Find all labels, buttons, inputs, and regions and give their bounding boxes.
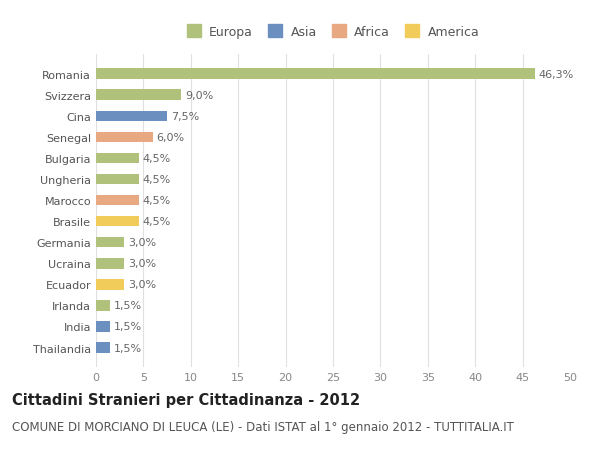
Bar xyxy=(96,321,110,332)
Text: 3,0%: 3,0% xyxy=(128,280,157,290)
Text: 4,5%: 4,5% xyxy=(142,196,171,206)
Text: 4,5%: 4,5% xyxy=(142,174,171,185)
Text: 3,0%: 3,0% xyxy=(128,259,157,269)
Text: COMUNE DI MORCIANO DI LEUCA (LE) - Dati ISTAT al 1° gennaio 2012 - TUTTITALIA.IT: COMUNE DI MORCIANO DI LEUCA (LE) - Dati … xyxy=(12,420,514,433)
Bar xyxy=(96,174,139,185)
Bar xyxy=(96,280,124,290)
Bar xyxy=(96,258,124,269)
Text: 1,5%: 1,5% xyxy=(114,343,142,353)
Text: 7,5%: 7,5% xyxy=(171,112,199,122)
Bar xyxy=(96,237,124,248)
Bar xyxy=(96,111,167,122)
Text: 4,5%: 4,5% xyxy=(142,154,171,163)
Bar xyxy=(96,132,153,143)
Text: 6,0%: 6,0% xyxy=(157,133,185,143)
Legend: Europa, Asia, Africa, America: Europa, Asia, Africa, America xyxy=(182,21,484,44)
Text: 4,5%: 4,5% xyxy=(142,217,171,227)
Bar xyxy=(96,301,110,311)
Bar xyxy=(96,153,139,164)
Text: 3,0%: 3,0% xyxy=(128,238,157,248)
Bar xyxy=(96,69,535,80)
Text: Cittadini Stranieri per Cittadinanza - 2012: Cittadini Stranieri per Cittadinanza - 2… xyxy=(12,392,360,408)
Bar xyxy=(96,90,181,101)
Text: 46,3%: 46,3% xyxy=(539,69,574,79)
Bar xyxy=(96,216,139,227)
Text: 9,0%: 9,0% xyxy=(185,90,214,101)
Text: 1,5%: 1,5% xyxy=(114,322,142,332)
Bar xyxy=(96,342,110,353)
Bar xyxy=(96,196,139,206)
Text: 1,5%: 1,5% xyxy=(114,301,142,311)
